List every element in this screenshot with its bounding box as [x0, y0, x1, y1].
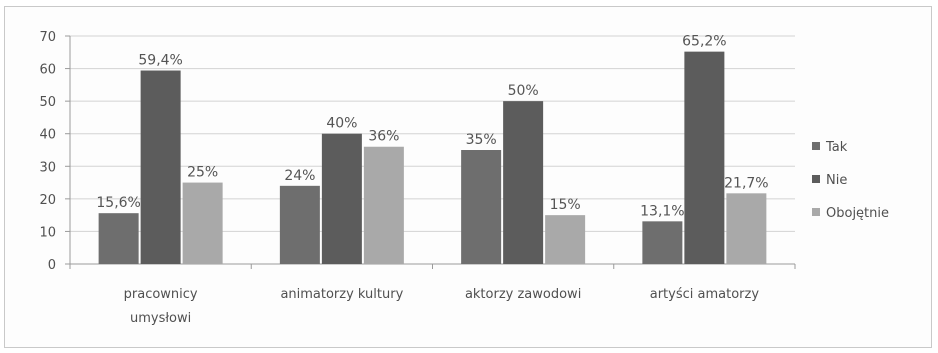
data-label: 36%: [368, 129, 399, 145]
bar-tak: [98, 213, 139, 264]
legend-swatch: [812, 208, 820, 216]
data-label: 65,2%: [682, 34, 726, 50]
legend-label: Obojętnie: [826, 206, 889, 221]
data-label: 35%: [466, 132, 497, 148]
x-category-label: umysłowi: [130, 311, 191, 326]
bar-tak: [642, 221, 683, 264]
x-category-label: aktorzy zawodowi: [465, 287, 581, 302]
legend-swatch: [812, 142, 820, 150]
y-tick-label: 70: [39, 30, 56, 45]
data-label: 25%: [187, 165, 218, 181]
y-tick-label: 40: [39, 128, 56, 143]
y-tick-label: 0: [48, 258, 56, 273]
bar-obojętnie: [182, 182, 223, 264]
bar-nie: [140, 70, 181, 264]
data-label: 50%: [508, 83, 539, 99]
legend-swatch: [812, 175, 820, 183]
y-tick-label: 60: [39, 63, 56, 78]
bar-nie: [503, 101, 544, 265]
data-label: 15%: [550, 197, 581, 213]
x-category-label: pracownicy: [124, 287, 198, 302]
y-tick-label: 50: [39, 95, 56, 110]
legend-label: Tak: [825, 140, 848, 155]
x-category-label: artyści amatorzy: [650, 287, 760, 302]
data-label: 40%: [326, 116, 357, 132]
data-label: 21,7%: [724, 175, 768, 191]
data-label: 15,6%: [96, 195, 140, 211]
bar-obojętnie: [726, 193, 767, 264]
bar-tak: [461, 150, 502, 264]
bar-nie: [684, 51, 725, 265]
bar-obojętnie: [363, 146, 404, 264]
bar-tak: [279, 185, 320, 264]
bar-nie: [321, 133, 362, 264]
bar-obojętnie: [545, 215, 586, 264]
data-label: 59,4%: [138, 53, 182, 69]
y-tick-label: 10: [39, 225, 56, 240]
legend-label: Nie: [826, 173, 847, 188]
y-tick-label: 20: [39, 193, 56, 208]
y-tick-label: 30: [39, 160, 56, 175]
x-category-label: animatorzy kultury: [280, 287, 403, 302]
data-label: 13,1%: [640, 203, 684, 219]
data-label: 24%: [284, 168, 315, 184]
